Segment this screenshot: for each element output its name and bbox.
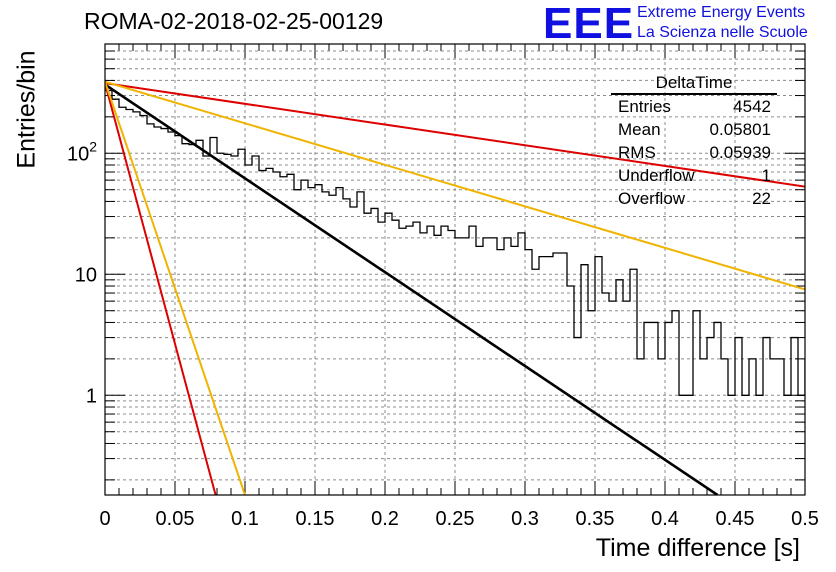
plot-frame <box>104 43 806 496</box>
stats-value: 4542 <box>733 97 771 116</box>
fit-line <box>105 82 217 495</box>
x-tick-label: 0.35 <box>576 508 615 530</box>
stats-label: RMS <box>618 143 656 162</box>
x-tick-label: 0.2 <box>371 508 399 530</box>
stats-row: Entries 4542 <box>611 95 777 118</box>
eee-logo: EEE <box>543 0 635 48</box>
stats-label: Overflow <box>618 189 686 208</box>
fit-line <box>105 82 805 188</box>
x-tick-label: 0.15 <box>296 508 335 530</box>
logo-line-2: La Scienza nelle Scuole <box>637 24 808 41</box>
stats-label: Entries <box>618 97 671 116</box>
y-tick-label: 1 <box>86 385 97 407</box>
x-tick-label: 0.45 <box>716 508 755 530</box>
stats-value: 0.05939 <box>709 143 771 162</box>
fit-line <box>105 83 719 495</box>
stats-row: Underflow 1 <box>611 164 777 187</box>
histogram-deltatime <box>105 89 805 396</box>
stats-label: Underflow <box>618 166 695 185</box>
stats-value: 22 <box>752 189 771 208</box>
stats-row: RMS 0.05939 <box>611 141 777 164</box>
y-axis-label: Entries/bin <box>12 50 41 169</box>
stats-box: DeltaTime Entries 4542 Mean 0.05801 RMS 0.0… <box>611 72 777 210</box>
logo-line-1: Extreme Energy Events <box>637 4 806 21</box>
x-tick-label: 0.05 <box>156 508 195 530</box>
stats-value: 1 <box>761 166 771 185</box>
x-tick-label: 0.5 <box>791 508 819 530</box>
y-tick-exponent: 2 <box>89 138 97 154</box>
x-tick-label: 0.1 <box>231 508 259 530</box>
stats-label: Mean <box>618 120 661 139</box>
plot-area <box>105 44 805 495</box>
y-tick-label: 10 <box>75 264 97 286</box>
x-axis-label: Time difference [s] <box>595 534 800 562</box>
y-tick-label: 102 <box>67 138 97 165</box>
x-tick-label: 0 <box>99 508 110 530</box>
x-tick-label: 0.3 <box>511 508 539 530</box>
fit-line <box>105 80 805 291</box>
x-tick-label: 0.4 <box>651 508 679 530</box>
data-layer <box>105 80 805 495</box>
chart-title: ROMA-02-2018-02-25-00129 <box>84 8 384 34</box>
eee-logo-text: Extreme Energy Events La Scienza nelle S… <box>637 3 808 43</box>
stats-title: DeltaTime <box>611 72 777 95</box>
x-tick-label: 0.25 <box>436 508 475 530</box>
stats-value: 0.05801 <box>709 120 771 139</box>
fit-line <box>105 81 246 495</box>
stats-row: Mean 0.05801 <box>611 118 777 141</box>
stats-row: Overflow 22 <box>611 187 777 210</box>
